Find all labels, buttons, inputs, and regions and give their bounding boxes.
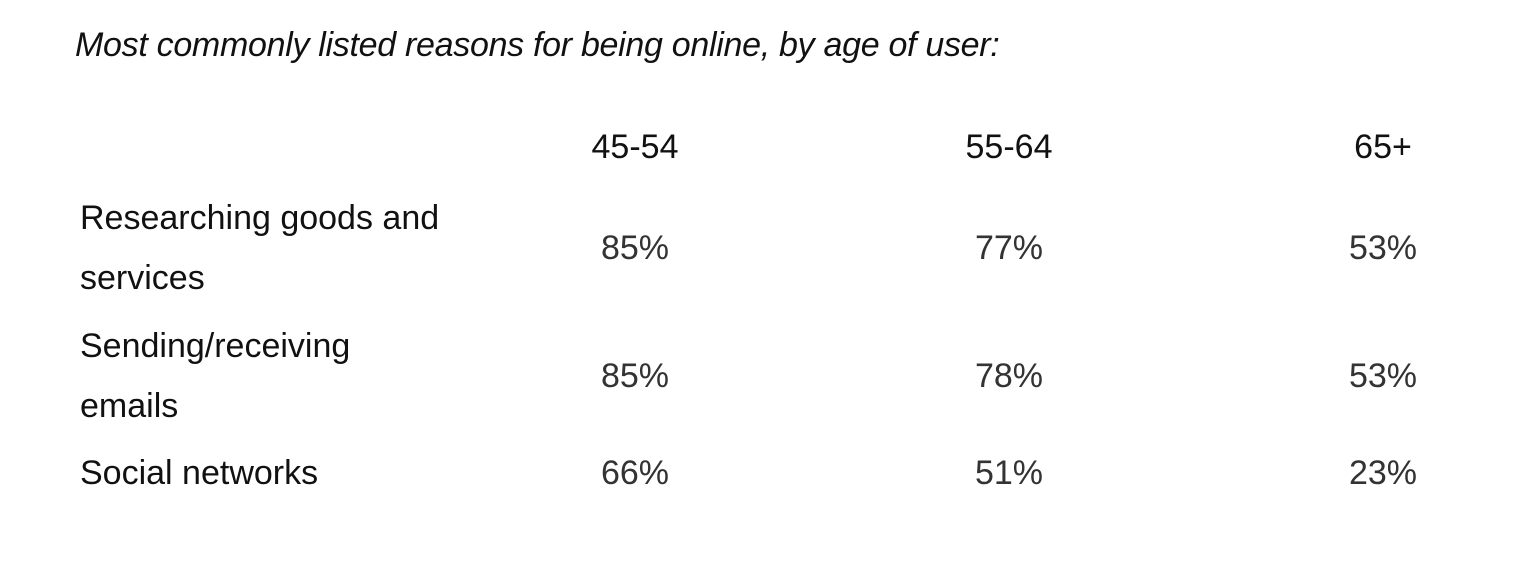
table-cell: 53%: [1348, 229, 1418, 267]
table-cell: 66%: [600, 454, 670, 492]
chart-title: Most commonly listed reasons for being o…: [75, 26, 1000, 64]
table-cell: 51%: [974, 454, 1044, 492]
table-cell: 78%: [974, 357, 1044, 395]
column-header-55-64: 55-64: [965, 128, 1053, 166]
table-cell: 85%: [600, 357, 670, 395]
table-cell: 23%: [1348, 454, 1418, 492]
table-cell: 85%: [600, 229, 670, 267]
column-header-45-54: 45-54: [591, 128, 679, 166]
row-label-researching: Researching goods and services: [80, 199, 440, 297]
data-table: 45-54 55-64 65+ Researching goods and se…: [80, 0, 1480, 561]
column-header-65-plus: 65+: [1354, 128, 1412, 166]
row-label-social: Social networks: [80, 454, 319, 492]
table-cell: 53%: [1348, 357, 1418, 395]
table-cell: 77%: [974, 229, 1044, 267]
row-label-emails: Sending/receiving emails: [80, 327, 351, 425]
